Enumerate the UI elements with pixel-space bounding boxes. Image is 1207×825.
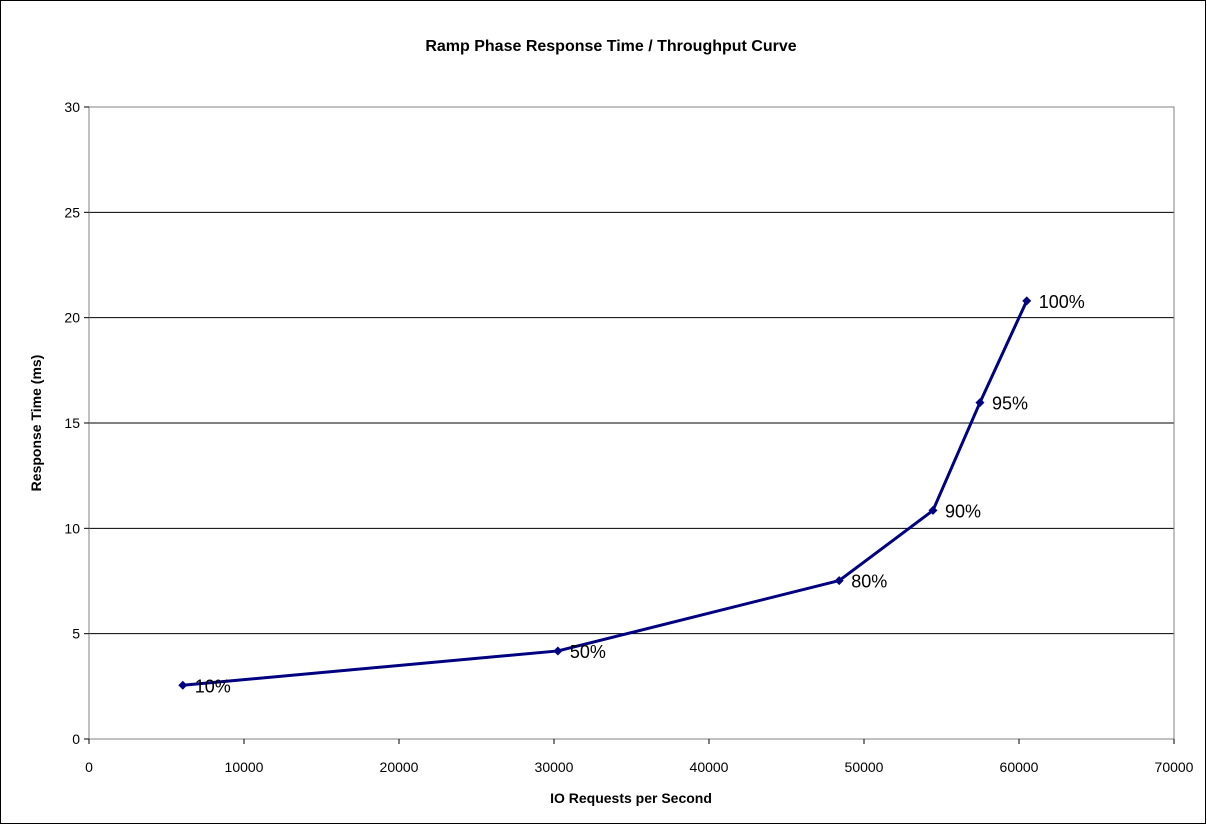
x-tick-label: 50000	[845, 759, 884, 775]
x-tick-label: 0	[85, 759, 93, 775]
x-tick-label: 30000	[535, 759, 574, 775]
data-point	[553, 646, 563, 656]
data-point	[928, 505, 938, 515]
data-label: 90%	[945, 501, 981, 521]
data-label: 50%	[570, 642, 606, 662]
x-tick-label: 70000	[1155, 759, 1194, 775]
y-tick-label: 15	[64, 415, 80, 431]
data-point	[834, 576, 844, 586]
gridlines	[89, 211, 1174, 635]
y-tick-label: 5	[72, 626, 80, 642]
x-tick-label: 10000	[225, 759, 264, 775]
x-tick-label: 60000	[1000, 759, 1039, 775]
y-tick-label: 10	[64, 520, 80, 536]
data-point	[178, 680, 188, 690]
y-tick-label: 30	[64, 99, 80, 115]
x-axis: 0 10000 20000 30000 40000 50000 60000 70000	[85, 739, 1194, 775]
y-axis: 0 5 10 15 20 25 30	[64, 99, 89, 747]
data-point	[1022, 296, 1032, 306]
y-tick-label: 20	[64, 310, 80, 326]
y-tick-label: 0	[72, 731, 80, 747]
data-label: 10%	[195, 676, 231, 696]
y-tick-label: 25	[64, 204, 80, 220]
y-axis-title: Response Time (ms)	[28, 355, 44, 492]
x-axis-title: IO Requests per Second	[550, 790, 712, 806]
data-label: 95%	[992, 394, 1028, 414]
data-point	[975, 398, 985, 408]
x-tick-label: 20000	[380, 759, 419, 775]
chart-title: Ramp Phase Response Time / Throughput Cu…	[425, 38, 796, 55]
series-group: 10% 50% 80% 90% 95% 100%	[178, 292, 1085, 696]
data-label: 80%	[851, 572, 887, 592]
data-label: 100%	[1039, 292, 1085, 312]
x-tick-label: 40000	[690, 759, 729, 775]
series-line	[182, 300, 1029, 687]
